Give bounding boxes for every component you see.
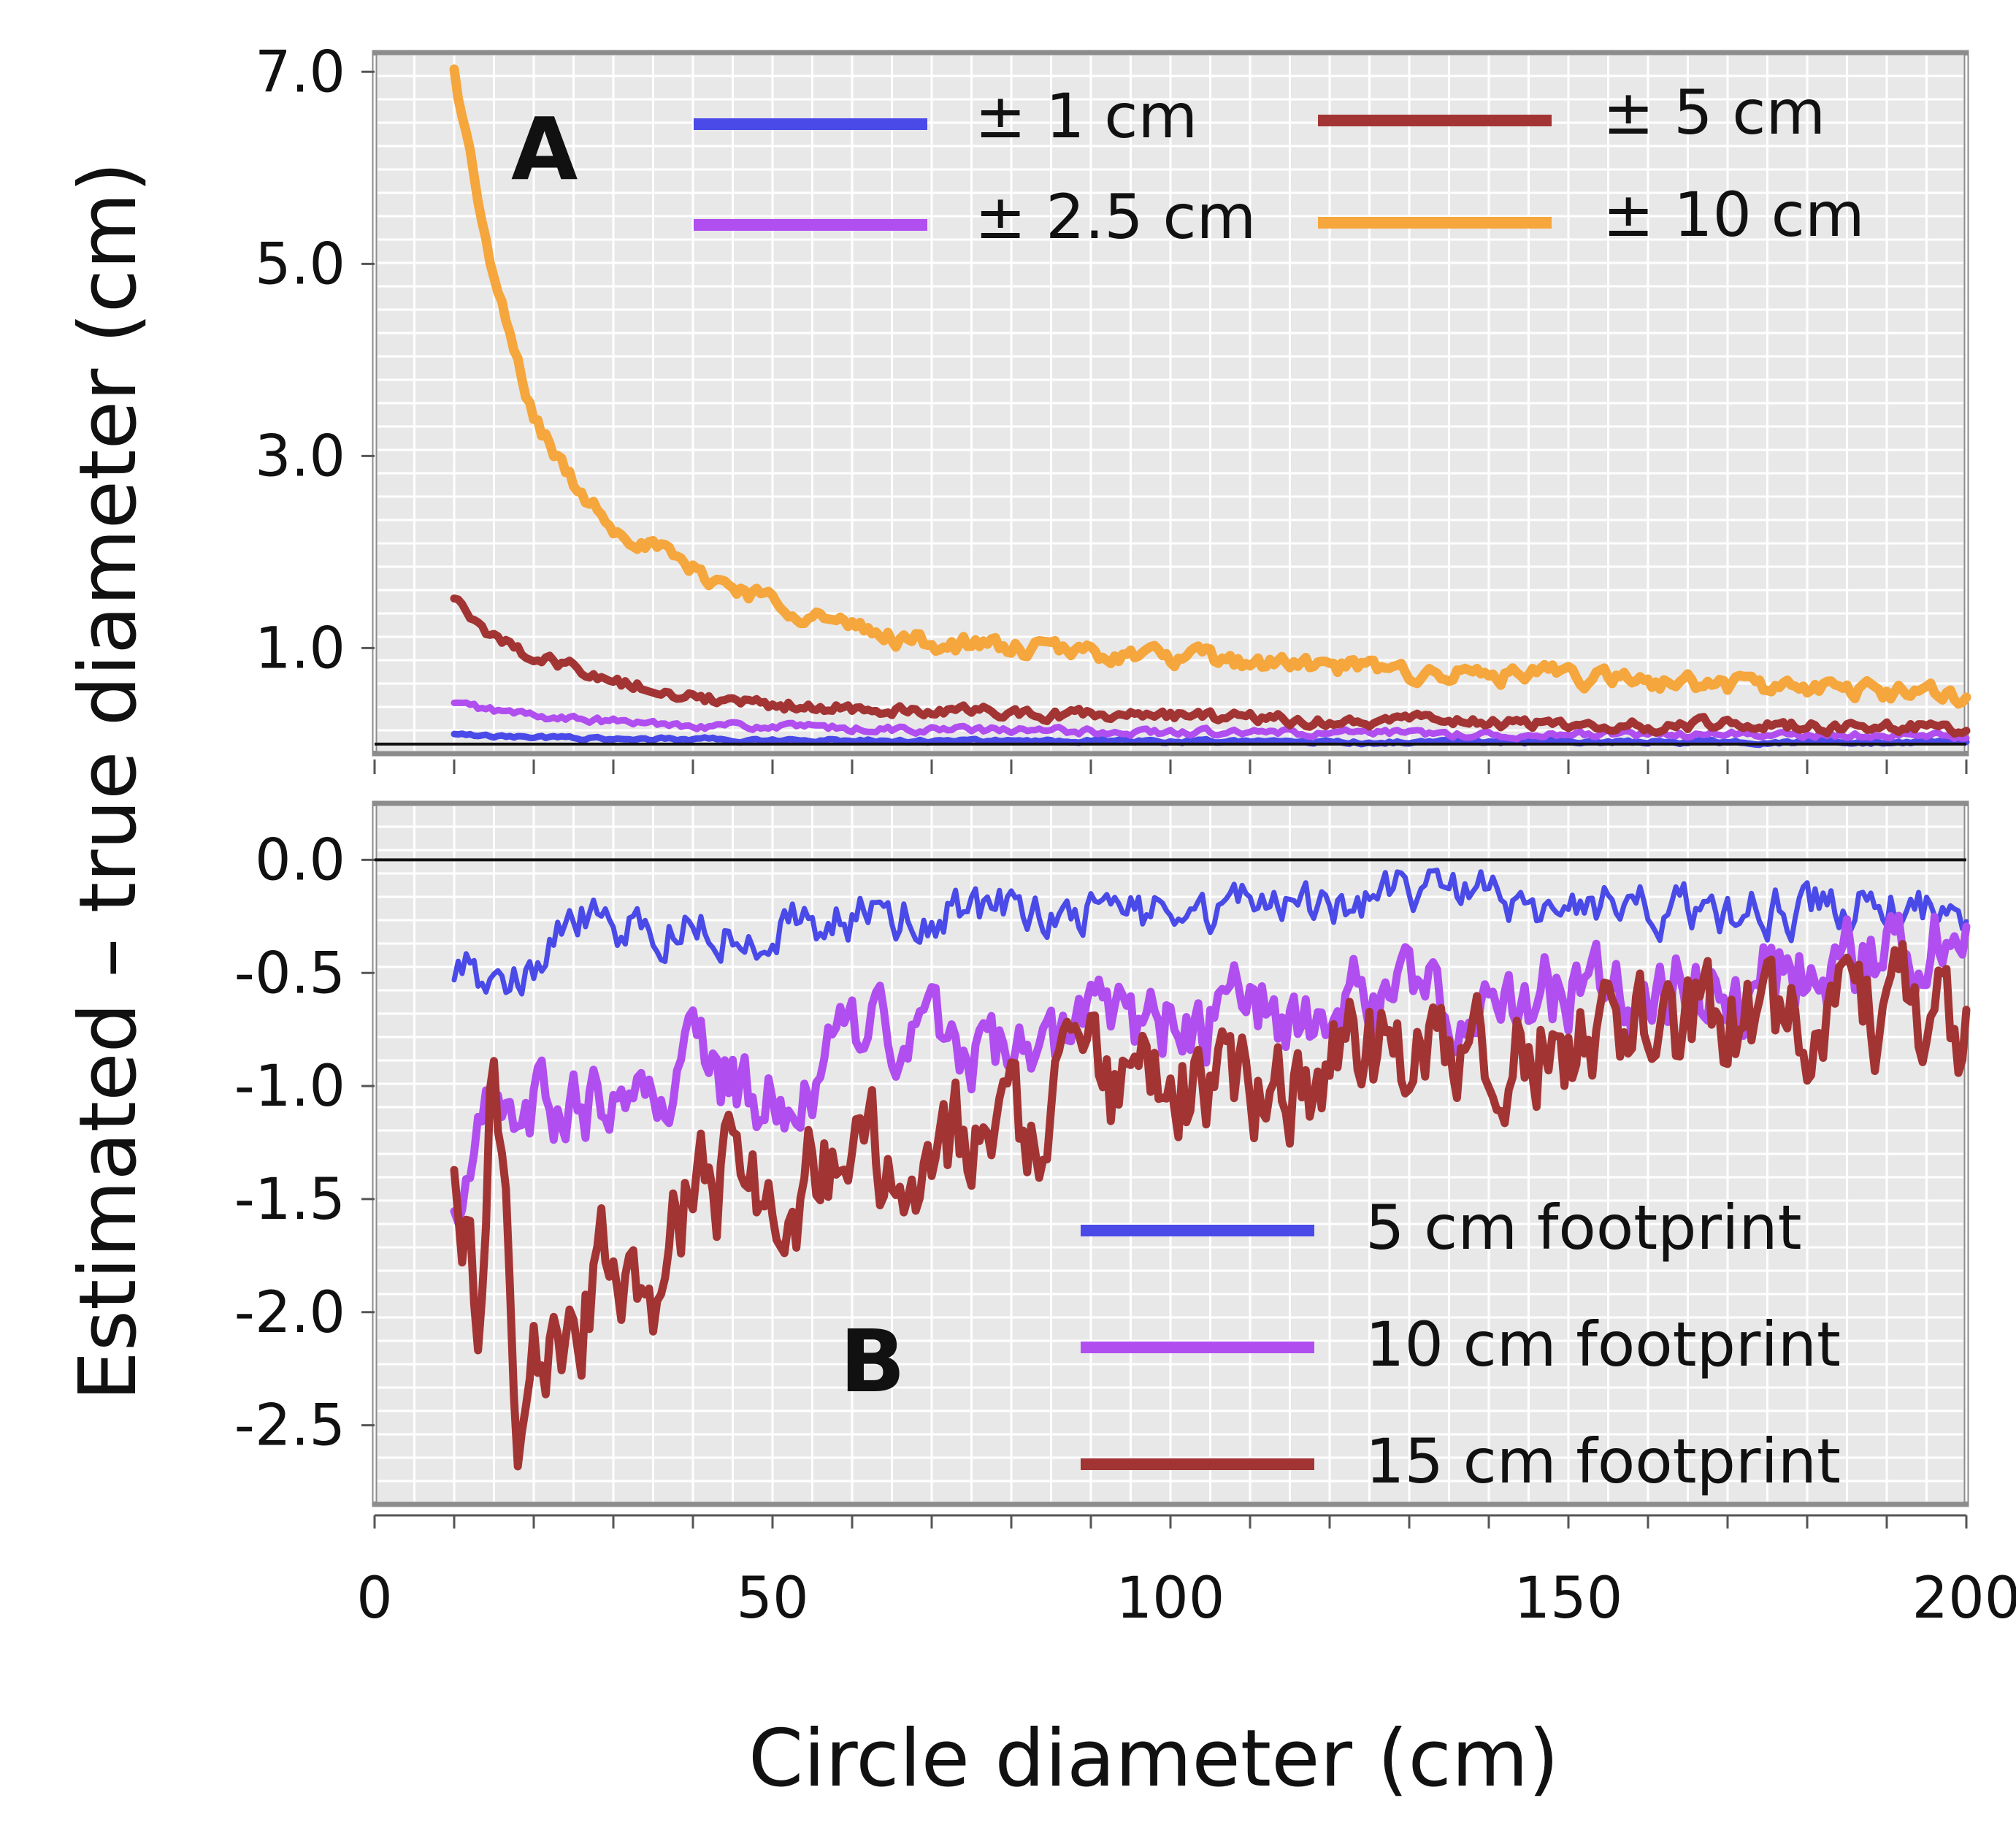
panel-label-a: A — [511, 99, 578, 199]
legend-b: 5 cm footprint 10 cm footprint 15 cm foo… — [1081, 1192, 1841, 1497]
legend-label-1cm: ± 1 cm — [975, 80, 1197, 152]
x-tick-label-4: 200 — [1912, 1566, 2016, 1631]
y-ticks-a: 1.0 3.0 5.0 7.0 — [255, 39, 375, 681]
y-tick-label-a-2: 5.0 — [255, 232, 345, 297]
series-a — [449, 64, 1971, 749]
y-tick-label-b-4: -2.0 — [234, 1280, 345, 1346]
y-tick-label-b-5: -2.5 — [234, 1393, 345, 1459]
legend-label-5cm-footprint: 5 cm footprint — [1365, 1192, 1802, 1263]
series-line-a--5-cm — [450, 594, 1971, 738]
y-tick-label-a-1: 3.0 — [255, 424, 345, 489]
panel-a: 1.0 3.0 5.0 7.0 A ± 1 cm ± 2.5 cm ± 5 cm ± … — [255, 39, 1971, 757]
series-line-b-5-cm-footprint — [451, 868, 1969, 997]
x-tick-label-1: 50 — [736, 1566, 808, 1631]
x-tick-label-3: 150 — [1514, 1566, 1623, 1631]
series-line-a--10-cm — [449, 64, 1971, 709]
y-tick-label-a-3: 7.0 — [255, 39, 345, 105]
x-axis-title: Circle diameter (cm) — [748, 1713, 1559, 1805]
y-axis-title: Estimated – true diameter (cm) — [63, 162, 154, 1401]
x-tick-label-0: 0 — [356, 1566, 393, 1631]
y-tick-label-b-2: -1.0 — [234, 1054, 345, 1120]
legend-label-2-5cm: ± 2.5 cm — [975, 181, 1256, 253]
series-line-a--2-5-cm — [451, 699, 1970, 743]
y-ticks-b: 0.0 -0.5 -1.0 -1.5 -2.0 -2.5 — [234, 827, 375, 1459]
grid-a — [373, 56, 1968, 751]
panel-b: 0.0 -0.5 -1.0 -1.5 -2.0 -2.5 B 5 cm footprint… — [234, 800, 1971, 1507]
y-tick-label-b-1: -0.5 — [234, 941, 345, 1006]
series-line-b-10-cm-footprint — [450, 911, 1971, 1227]
legend-a: ± 1 cm ± 2.5 cm ± 5 cm ± 10 cm — [694, 77, 1865, 253]
panel-label-b: B — [840, 1311, 905, 1412]
series-b — [450, 868, 1971, 1471]
y-tick-label-a-0: 1.0 — [255, 616, 345, 681]
legend-label-10cm-footprint: 10 cm footprint — [1365, 1309, 1841, 1380]
legend-label-5cm: ± 5 cm — [1603, 77, 1825, 148]
legend-label-10cm: ± 10 cm — [1603, 179, 1865, 250]
x-axis: 0 50 100 150 200 — [356, 760, 2016, 1631]
x-tick-label-2: 100 — [1116, 1566, 1225, 1631]
y-tick-label-b-3: -1.5 — [234, 1167, 345, 1233]
series-line-b-15-cm-footprint — [450, 940, 1971, 1471]
legend-label-15cm-footprint: 15 cm footprint — [1365, 1426, 1841, 1497]
series-line-a--1-cm — [451, 730, 1970, 749]
y-tick-label-b-0: 0.0 — [255, 827, 345, 893]
